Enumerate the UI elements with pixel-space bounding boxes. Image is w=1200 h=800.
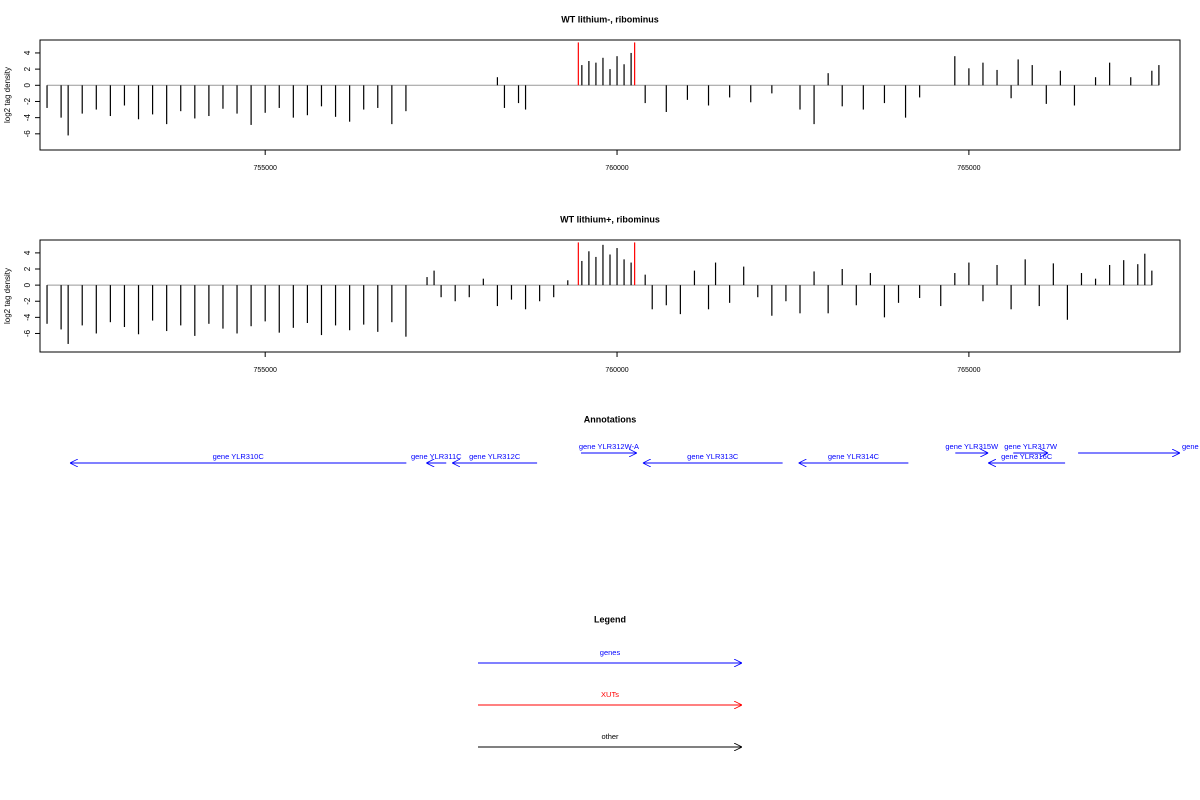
- gene-label: gene YLR316C: [1001, 452, 1053, 461]
- y-tick-label: 4: [23, 50, 32, 55]
- x-tick-label: 755000: [254, 165, 277, 172]
- x-tick-label: 765000: [957, 367, 980, 374]
- y-tick-label: -4: [23, 313, 32, 321]
- legend-label: XUTs: [601, 690, 619, 699]
- y-tick-label: -6: [23, 130, 32, 138]
- gene-label: gene YLR317W: [1004, 442, 1058, 451]
- legend-title: Legend: [594, 614, 626, 624]
- gene-label: gene YLR311C: [411, 452, 462, 461]
- gene-label: gene YLR310C: [213, 452, 265, 461]
- gene-label: gene YLR312C: [469, 452, 521, 461]
- y-tick-label: -6: [23, 329, 32, 337]
- legend-label: genes: [600, 648, 621, 657]
- x-tick-label: 765000: [957, 165, 980, 172]
- y-tick-label: -2: [23, 297, 32, 305]
- y-axis-label: log2 tag density: [3, 67, 12, 123]
- y-tick-label: 0: [23, 83, 32, 88]
- gene-label: gene YLR313C: [687, 452, 739, 461]
- legend-label: other: [601, 732, 619, 741]
- y-tick-label: -2: [23, 97, 32, 105]
- plot-frame: [39, 39, 1181, 151]
- annotations-title: Annotations: [584, 414, 637, 424]
- x-tick-label: 760000: [605, 367, 628, 374]
- x-tick-label: 760000: [605, 165, 628, 172]
- y-axis-label: log2 tag density: [3, 268, 12, 324]
- gene-label: gene YLR312W-A: [579, 442, 639, 451]
- chart-title: WT lithium-, ribominus: [561, 14, 659, 24]
- gene-label: gene YLR: [1182, 442, 1200, 451]
- gene-label: gene YLR315W: [945, 442, 999, 451]
- gene-label: gene YLR314C: [828, 452, 880, 461]
- plot-frame: [39, 239, 1181, 353]
- y-tick-label: -4: [23, 114, 32, 122]
- y-tick-label: 2: [23, 66, 32, 71]
- x-tick-label: 755000: [254, 367, 277, 374]
- y-tick-label: 0: [23, 282, 32, 287]
- chart-title: WT lithium+, ribominus: [560, 214, 660, 224]
- y-tick-label: 4: [23, 250, 32, 255]
- y-tick-label: 2: [23, 266, 32, 271]
